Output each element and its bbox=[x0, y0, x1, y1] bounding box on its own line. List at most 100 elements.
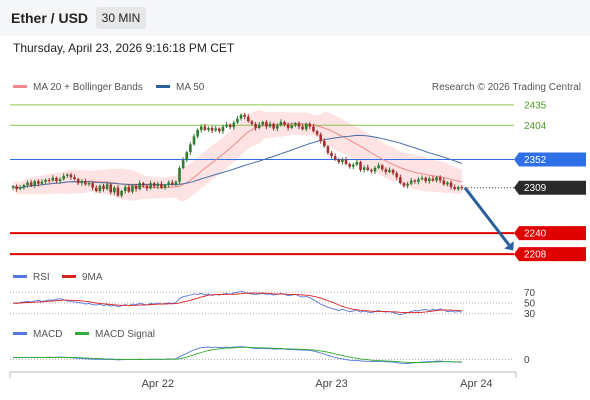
candle bbox=[69, 172, 73, 180]
candle bbox=[199, 124, 203, 133]
candle-body bbox=[185, 152, 189, 161]
candle-body bbox=[301, 126, 304, 130]
candle bbox=[247, 114, 250, 123]
candle-body bbox=[69, 174, 73, 178]
candle bbox=[301, 123, 304, 131]
candle-body bbox=[84, 181, 87, 185]
candle-body bbox=[431, 178, 435, 181]
candle-body bbox=[225, 124, 228, 127]
chart-header: Ether / USD 30 MIN bbox=[0, 0, 590, 36]
candle-body bbox=[442, 180, 446, 185]
candle bbox=[290, 122, 294, 130]
candle bbox=[409, 177, 413, 186]
candle bbox=[341, 157, 344, 165]
candle bbox=[120, 189, 123, 198]
candle bbox=[337, 158, 341, 165]
candle-body bbox=[232, 122, 236, 128]
candle-body bbox=[80, 181, 84, 184]
candle-body bbox=[196, 129, 199, 137]
candle bbox=[145, 183, 149, 192]
candle bbox=[80, 179, 84, 186]
candle-body bbox=[102, 185, 105, 190]
rsi-9ma-line bbox=[12, 292, 462, 314]
candle bbox=[62, 173, 65, 181]
candle bbox=[366, 164, 370, 172]
candle bbox=[113, 185, 116, 195]
price-panel: 2435 2404 2352 2309 2240 2208 bbox=[10, 100, 586, 262]
level-tag-2352 bbox=[514, 152, 586, 167]
candle-body bbox=[402, 183, 406, 186]
candle bbox=[189, 142, 192, 155]
level-label-2352: 2352 bbox=[524, 155, 547, 166]
candle-body bbox=[355, 162, 359, 165]
candle bbox=[214, 125, 218, 132]
candle-body bbox=[279, 121, 283, 126]
candle-body bbox=[319, 134, 322, 142]
candle bbox=[438, 175, 442, 184]
candle bbox=[203, 123, 207, 132]
candle bbox=[210, 125, 214, 134]
macd-signal-line bbox=[13, 346, 462, 363]
candle bbox=[91, 181, 94, 191]
candle-body bbox=[152, 183, 156, 187]
candle-body bbox=[120, 191, 123, 196]
candle-body bbox=[33, 181, 37, 186]
candle bbox=[156, 181, 160, 190]
candle-body bbox=[362, 167, 366, 170]
candle bbox=[380, 164, 384, 172]
candle-body bbox=[366, 167, 370, 170]
candle-body bbox=[207, 127, 210, 130]
candle-body bbox=[174, 181, 178, 185]
candle-body bbox=[116, 187, 120, 196]
candle bbox=[319, 132, 322, 144]
candle bbox=[351, 162, 355, 170]
candle-body bbox=[294, 123, 297, 126]
candle bbox=[294, 121, 297, 128]
level-tag-2208 bbox=[514, 247, 586, 262]
candle-body bbox=[373, 167, 377, 172]
candle-body bbox=[399, 177, 402, 184]
candle-body bbox=[37, 181, 40, 184]
candle-body bbox=[11, 186, 15, 188]
candle bbox=[26, 180, 29, 188]
candle bbox=[424, 176, 427, 184]
candle-body bbox=[40, 181, 44, 184]
timeframe-button[interactable]: 30 MIN bbox=[96, 7, 146, 29]
candle bbox=[388, 167, 391, 174]
candle-body bbox=[420, 177, 424, 180]
candle bbox=[279, 119, 283, 127]
candle-body bbox=[123, 187, 127, 192]
candle-body bbox=[134, 185, 138, 190]
candle-body bbox=[446, 182, 449, 185]
candle-body bbox=[163, 185, 167, 188]
candle bbox=[250, 120, 254, 126]
candle-body bbox=[272, 123, 275, 129]
candle bbox=[152, 181, 156, 189]
candle-body bbox=[47, 179, 51, 181]
candle bbox=[87, 181, 91, 187]
candle-body bbox=[105, 184, 109, 190]
candle bbox=[138, 180, 141, 191]
candle-body bbox=[391, 169, 395, 174]
candle bbox=[326, 144, 330, 155]
candle bbox=[315, 129, 319, 137]
candle bbox=[395, 171, 399, 180]
candle bbox=[22, 183, 26, 190]
candle-body bbox=[286, 124, 290, 128]
candle bbox=[254, 121, 257, 131]
candle-body bbox=[275, 125, 279, 129]
candle bbox=[58, 177, 62, 184]
candle-body bbox=[170, 182, 174, 185]
candle-body bbox=[435, 177, 438, 181]
candle bbox=[236, 116, 239, 124]
candle-body bbox=[18, 187, 22, 190]
level-label-2309: 2309 bbox=[524, 183, 547, 194]
candle-body bbox=[449, 182, 453, 188]
level-label-2435: 2435 bbox=[524, 100, 547, 111]
candle bbox=[37, 179, 40, 187]
candle-body bbox=[247, 116, 250, 122]
candle bbox=[192, 133, 196, 146]
candle-body bbox=[29, 182, 33, 186]
candle-body bbox=[265, 121, 268, 127]
candle bbox=[196, 128, 199, 139]
